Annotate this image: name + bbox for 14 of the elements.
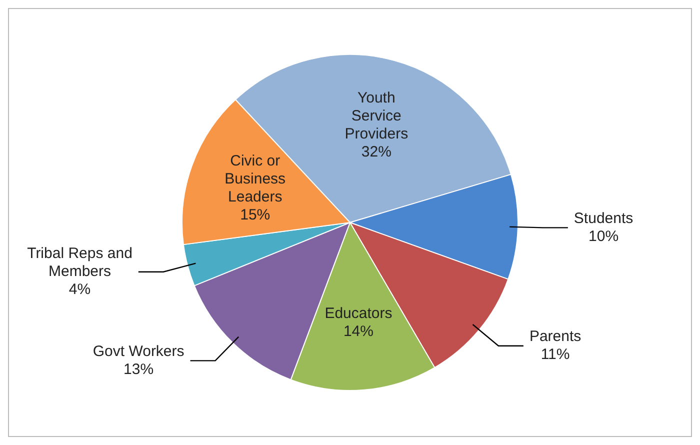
slice-label: Students xyxy=(574,210,634,227)
slice-label: Parents xyxy=(529,328,582,345)
data-label: 11% xyxy=(540,346,570,363)
slice-label: Tribal Reps and Members xyxy=(27,245,132,280)
slice-label: Civic or Business Leaders xyxy=(224,152,286,206)
data-label: 15% xyxy=(240,206,270,224)
data-label: 13% xyxy=(124,360,154,378)
slice-label: Educators xyxy=(324,305,392,322)
data-label: 32% xyxy=(361,143,392,160)
data-label: 10% xyxy=(588,228,619,245)
slice-label: Govt Workers xyxy=(92,342,184,360)
slice-label: Youth Service Providers xyxy=(344,89,408,142)
data-label: 14% xyxy=(343,323,374,340)
data-label: 4% xyxy=(68,281,91,298)
